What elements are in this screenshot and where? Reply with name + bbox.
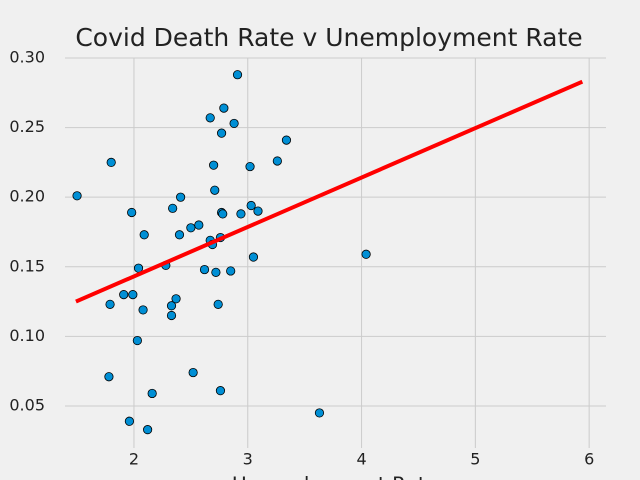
point [219,103,229,113]
point [281,135,292,145]
point [246,200,256,211]
point [211,267,221,277]
point [205,113,215,123]
point [106,157,116,167]
point [229,118,239,129]
point [232,70,243,80]
y-tick-label: 0.25 [9,117,45,136]
point [314,408,325,418]
point [168,203,178,213]
point [226,266,236,276]
point [166,301,177,311]
point [236,209,246,219]
point [272,156,282,166]
point [119,290,129,300]
x-axis-label: Unemployment Rate [232,473,438,480]
chart-title: Covid Death Rate v Unemployment Rate [75,23,582,52]
point [186,223,196,233]
point [132,335,142,346]
point [199,264,210,275]
x-tick-label: 2 [129,450,139,469]
y-tick-label: 0.05 [9,395,45,414]
point [245,161,255,172]
point [104,372,114,382]
point [171,294,181,304]
point [166,310,177,321]
x-tick-label: 4 [356,450,366,469]
point [124,416,135,426]
point [147,388,157,399]
regression-line [75,79,584,304]
point [213,299,223,309]
point [248,252,259,262]
point [72,191,82,201]
point [215,386,226,396]
point [194,220,204,230]
point [127,207,137,218]
point [218,209,228,219]
point [128,290,138,300]
x-tick-label: 5 [470,450,480,469]
point [188,367,198,378]
point [174,230,185,240]
point [176,192,186,202]
point [210,185,220,195]
y-tick-label: 0.15 [9,256,45,275]
point [143,425,153,435]
x-tick-label: 3 [243,450,253,469]
point [216,128,227,138]
y-tick-label: 0.20 [9,187,45,206]
point [105,299,115,309]
y-tick-label: 0.30 [9,48,45,67]
point [209,160,219,170]
y-tick-label: 0.10 [9,326,45,345]
x-tick-label: 6 [584,450,594,469]
point [361,249,371,259]
point [253,206,263,216]
point [139,230,149,240]
point [138,305,148,315]
